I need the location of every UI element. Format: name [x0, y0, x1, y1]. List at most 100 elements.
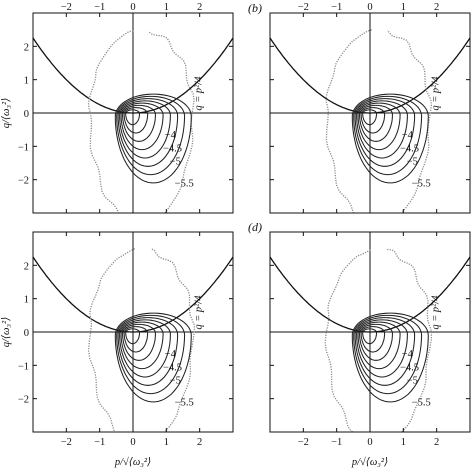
x-tick-label: −2	[61, 437, 72, 448]
contour-line	[359, 104, 393, 142]
contour-line	[119, 100, 171, 159]
contour-line	[354, 98, 416, 167]
contour-line	[362, 109, 378, 126]
contour-level-label: −5.5	[412, 397, 431, 408]
x-tick-label: 1	[401, 2, 406, 13]
plot-area	[33, 232, 233, 432]
panel-label: (d)	[248, 220, 262, 234]
plot-area	[270, 232, 470, 432]
curve-label: q = p²/4	[193, 295, 204, 330]
x-tick-label: −1	[331, 2, 342, 13]
curve-q-p2-over-4	[33, 36, 233, 114]
contour-line	[360, 326, 386, 353]
contour-level-label: −4.5	[400, 143, 419, 154]
x-tick-label: 1	[164, 2, 169, 13]
contour-line	[122, 104, 156, 142]
contour-level-label: −4	[402, 130, 414, 141]
chart-panel: −2 −1 0 1 2 2 1 0 −1 −2 −4 −4.5 −5 −5.5 q = p²/4 q/⟨ω₃²…	[1, 2, 234, 214]
contour-level-label: −4	[165, 349, 177, 360]
x-tick-label: 2	[197, 2, 202, 13]
contour-level-label: −5.5	[175, 178, 194, 189]
contour-line	[353, 314, 423, 395]
curve-q-p2-over-4	[270, 255, 470, 333]
x-tick-label: 0	[130, 437, 135, 448]
contour-line	[117, 317, 179, 386]
x-tick-label: −2	[298, 2, 309, 13]
x-tick-label: 0	[130, 2, 135, 13]
x-axis-label: p/√⟨ω₃²⟩	[351, 456, 388, 468]
contour-line	[353, 95, 423, 176]
y-tick-label: −2	[18, 176, 29, 187]
y-tick-label: 1	[24, 295, 29, 306]
x-tick-label: 0	[367, 437, 372, 448]
contour-line	[125, 109, 141, 126]
contour-level-label: −4.5	[163, 143, 182, 154]
x-tick-label: −1	[94, 437, 105, 448]
contour-level-label: −5	[170, 376, 181, 387]
x-tick-label: 1	[401, 437, 406, 448]
x-tick-label: 0	[367, 2, 372, 13]
contour-line	[117, 98, 179, 167]
contour-line	[357, 102, 401, 151]
curve-label: q = p²/4	[430, 295, 441, 330]
y-axis-label: q/⟨ω₃²⟩	[1, 317, 12, 348]
curve-label: q = p²/4	[430, 76, 441, 111]
contour-line	[120, 102, 164, 151]
y-tick-label: 1	[24, 76, 29, 87]
contour-line	[357, 321, 401, 370]
x-tick-label: 2	[197, 437, 202, 448]
contour-line	[351, 93, 429, 184]
contour-level-label: −5	[170, 157, 181, 168]
contour-line	[119, 319, 171, 378]
contour-level-label: −5	[407, 157, 418, 168]
curve-q-p2-over-4	[270, 36, 470, 114]
contour-line	[116, 314, 186, 395]
y-tick-label: 2	[24, 42, 29, 53]
contour-line	[125, 328, 141, 345]
contour-line	[120, 321, 164, 370]
x-tick-label: −1	[331, 437, 342, 448]
contour-level-label: −5	[407, 376, 418, 387]
contour-line	[116, 95, 186, 176]
contour-line	[360, 107, 386, 134]
x-tick-label: −2	[298, 437, 309, 448]
chart-panel: −2 −1 0 1 2 −4 −4.5 −5 −5.5 q = p²/4 (d) p/√⟨ω₃²⟩	[248, 220, 471, 468]
contour-line	[356, 319, 408, 378]
y-tick-label: −1	[18, 142, 29, 153]
contour-level-label: −5.5	[175, 397, 194, 408]
contour-line	[122, 323, 156, 361]
contour-outer	[324, 248, 433, 432]
x-axis-label: p/√⟨ω₃²⟩	[114, 456, 151, 468]
contour-level-label: −4	[165, 130, 177, 141]
contour-line	[354, 317, 416, 386]
x-tick-label: 2	[434, 2, 439, 13]
contour-line	[356, 100, 408, 159]
contour-level-label: −4.5	[163, 362, 182, 373]
contour-outer	[325, 29, 433, 213]
curve-q-p2-over-4	[33, 255, 233, 333]
contour-line	[123, 107, 149, 134]
contour-level-label: −4	[402, 349, 414, 360]
contour-line	[351, 312, 429, 403]
x-tick-label: −1	[94, 2, 105, 13]
contour-line	[123, 326, 149, 353]
contour-line	[359, 323, 393, 361]
chart-panel: −2 −1 0 1 2 −4 −4.5 −5 −5.5 q = p²/4 (b)	[248, 1, 471, 214]
contour-line	[114, 312, 192, 403]
contour-level-label: −5.5	[412, 178, 431, 189]
y-axis-label: q/⟨ω₃²⟩	[1, 98, 12, 129]
x-tick-label: 2	[434, 437, 439, 448]
plot-area	[33, 13, 233, 213]
y-tick-label: 0	[24, 328, 29, 339]
contour-line	[114, 93, 192, 184]
contour-level-label: −4.5	[400, 362, 419, 373]
x-tick-label: 1	[164, 437, 169, 448]
y-tick-label: −1	[18, 361, 29, 372]
contour-outer	[87, 248, 196, 432]
y-tick-label: −2	[18, 395, 29, 406]
panel-label: (b)	[248, 1, 262, 15]
chart-panel: −2 −1 0 1 2 2 1 0 −1 −2 −4 −4.5 −5 −5.5 q = p²/4 q/⟨ω₃²…	[1, 231, 234, 468]
plot-area	[270, 13, 470, 213]
y-tick-label: 2	[24, 261, 29, 272]
